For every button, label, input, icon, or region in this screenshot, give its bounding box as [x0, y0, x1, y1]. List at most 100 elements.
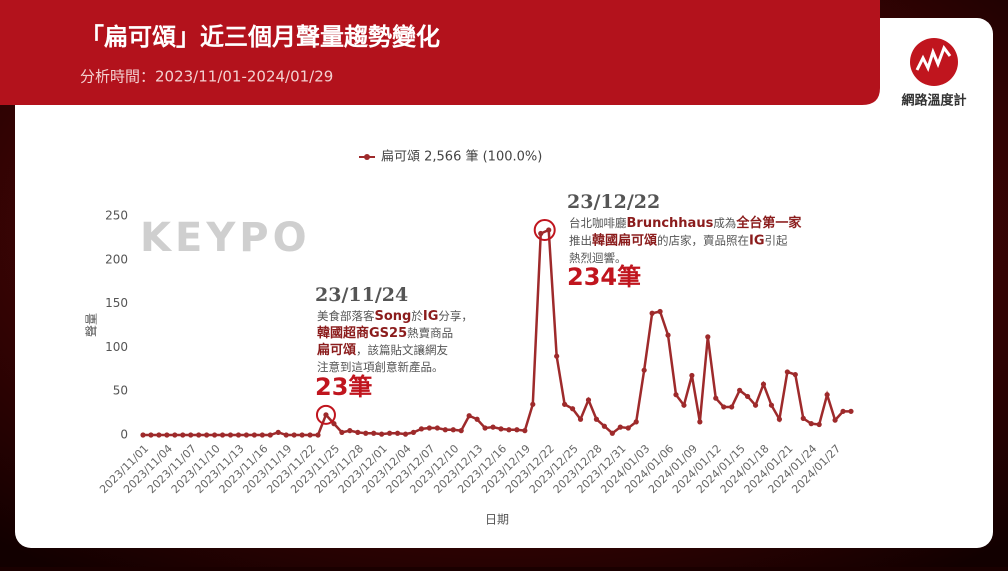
point: [784, 369, 790, 375]
point: [721, 404, 727, 410]
annotation-segment: 於: [411, 309, 423, 323]
point: [387, 430, 393, 436]
point: [458, 428, 464, 434]
point: [434, 425, 440, 431]
logo: [910, 38, 958, 86]
annotation-text: 扁可頌，該篇貼文讓網友: [317, 342, 449, 358]
annotation-segment: ，該篇貼文讓網友: [356, 343, 448, 357]
point: [426, 425, 432, 431]
brand: 網路溫度計: [901, 93, 966, 109]
point: [466, 413, 472, 419]
legend-label: 扁可頌 2,566 筆 (100.0%): [381, 150, 542, 165]
point: [625, 425, 631, 431]
point: [506, 427, 512, 433]
point: [649, 310, 655, 316]
point: [760, 381, 767, 387]
point: [776, 416, 783, 422]
point: [681, 402, 687, 408]
annotation-segment: 美食部落客: [317, 309, 375, 323]
annotation-date: 23/12/22: [567, 191, 660, 213]
point: [251, 432, 257, 438]
point: [339, 429, 345, 435]
point: [617, 424, 623, 430]
point: [148, 432, 154, 438]
annotation-segment: 韓國超商GS25: [317, 325, 407, 341]
point: [355, 429, 361, 435]
point: [705, 334, 711, 340]
point: [418, 426, 425, 432]
point: [697, 419, 703, 425]
point: [689, 372, 695, 379]
subtitle: 分析時間：2023/11/01-2024/01/29: [80, 68, 333, 86]
legend-marker: [364, 154, 370, 160]
point: [832, 417, 838, 423]
card: [15, 18, 993, 548]
y-tick-label: 150: [105, 296, 128, 310]
point: [609, 430, 615, 436]
point: [538, 230, 544, 237]
point: [824, 392, 830, 398]
y-tick-label: 200: [105, 252, 128, 266]
logo-mark: [915, 44, 952, 72]
point: [601, 423, 607, 429]
point: [267, 432, 273, 438]
point: [140, 432, 146, 438]
point: [840, 408, 846, 414]
annotation-segment: 引起: [765, 233, 788, 247]
y-tick-label: 50: [113, 384, 128, 398]
point: [737, 387, 743, 393]
point: [275, 429, 281, 435]
point: [546, 227, 552, 233]
point: [562, 401, 568, 407]
point: [848, 408, 854, 414]
annotation-value: 23筆: [315, 373, 372, 401]
point: [164, 432, 170, 438]
annotation-segment: 推出: [569, 233, 592, 247]
annotation-segment: 韓國扁可頌: [592, 232, 657, 248]
y-tick-label: 0: [120, 428, 128, 442]
point: [808, 421, 814, 427]
point: [641, 367, 647, 373]
point: [490, 424, 496, 430]
point: [522, 428, 528, 434]
point: [768, 402, 775, 408]
annotation-value: 234筆: [567, 263, 641, 291]
point: [196, 432, 202, 438]
point: [744, 393, 751, 400]
point: [394, 430, 401, 436]
annotation-text: 台北咖啡廳Brunchhaus成為全台第一家: [569, 215, 802, 231]
point: [577, 416, 584, 422]
annotation-segment: 注意到這項創意新產品。: [317, 360, 444, 374]
title: 「扁可頌」近三個月聲量趨勢變化: [80, 23, 440, 51]
point: [569, 406, 576, 412]
annotation-date: 23/11/24: [315, 284, 408, 306]
annotation-circle: [315, 404, 336, 425]
point: [299, 432, 305, 438]
annotation-segment: 成為: [713, 216, 736, 230]
annotation-segment: 台北咖啡廳: [569, 216, 627, 230]
annotation-segment: IG: [423, 309, 439, 324]
point: [371, 430, 377, 436]
point: [665, 332, 671, 338]
point: [259, 432, 265, 438]
point: [498, 426, 504, 432]
point: [204, 432, 210, 438]
annotation-text: 熱烈迴響。: [569, 251, 627, 265]
point: [379, 431, 385, 437]
annotation-text: 美食部落客Song於IG分享，: [317, 309, 473, 324]
annotation-text: 注意到這項創意新產品。: [317, 360, 444, 374]
point: [792, 371, 798, 378]
point: [752, 402, 759, 408]
point: [514, 427, 520, 433]
annotation-segment: Song: [375, 309, 412, 324]
y-tick-label: 100: [105, 340, 128, 354]
point: [315, 432, 321, 438]
x-axis-label: 日期: [485, 513, 509, 527]
annotation-segment: IG: [749, 233, 765, 248]
point: [235, 432, 242, 438]
annotation-segment: 扁可頌: [317, 342, 356, 358]
point: [243, 432, 250, 438]
point: [530, 401, 536, 407]
point: [816, 421, 822, 428]
point: [554, 353, 560, 359]
